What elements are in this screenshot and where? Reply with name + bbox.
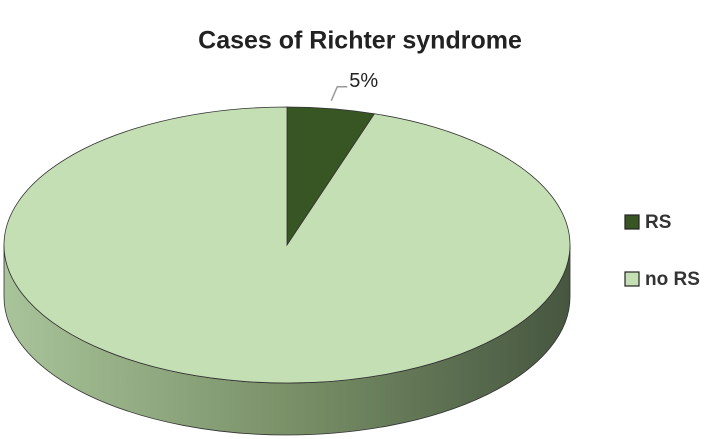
data-label: 5% xyxy=(349,70,378,92)
pie-slice xyxy=(3,106,571,384)
legend-label: no RS xyxy=(645,269,700,290)
legend-label: RS xyxy=(645,212,671,233)
leader-line xyxy=(330,85,348,101)
legend-swatch xyxy=(624,271,640,287)
chart-title: Cases of Richter syndrome xyxy=(198,27,522,55)
legend-swatch xyxy=(624,214,640,230)
